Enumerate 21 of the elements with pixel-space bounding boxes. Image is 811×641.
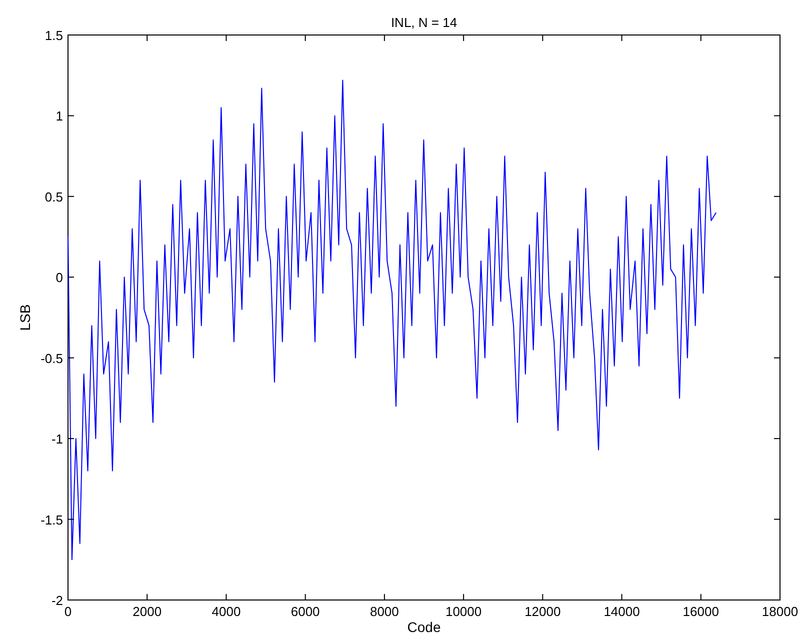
y-axis-title: LSB (17, 304, 33, 331)
chart-title: INL, N = 14 (390, 15, 458, 30)
x-tick-label: 16000 (682, 604, 719, 619)
x-tick-label: 8000 (370, 604, 399, 619)
x-tick-label: 6000 (290, 604, 320, 619)
y-tick-label: 1.5 (44, 28, 63, 43)
x-tick-label: 12000 (524, 604, 561, 619)
y-tick-label: 0 (56, 270, 63, 286)
y-tick-label: -1 (51, 432, 63, 447)
x-axis-title: Code (407, 619, 441, 635)
x-tick-label: 10000 (445, 604, 482, 619)
x-tick-label: 14000 (604, 604, 640, 619)
x-tick-label: 4000 (212, 604, 241, 619)
y-tick-label: -0.5 (40, 350, 63, 366)
line-series (68, 80, 717, 560)
y-tick-label: -2 (51, 593, 63, 608)
y-tick-label: 0.5 (44, 189, 63, 204)
y-tick-label: -1.5 (40, 512, 63, 528)
x-tick-label: 18000 (762, 604, 798, 619)
y-tick-label: 1 (56, 108, 63, 124)
x-tick-label: 2000 (132, 604, 162, 619)
